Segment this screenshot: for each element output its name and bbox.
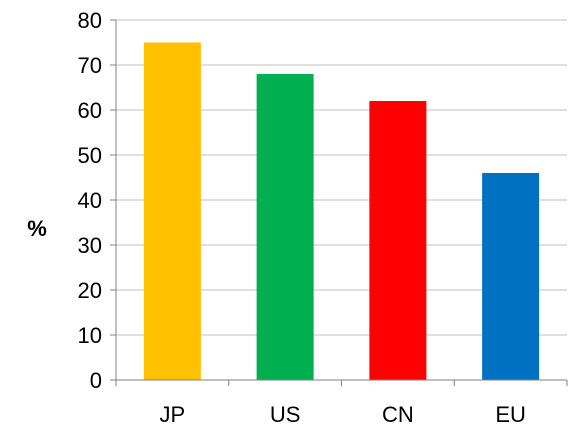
bar-cn <box>369 101 427 380</box>
bar-jp <box>143 42 201 380</box>
y-tick-label: 40 <box>78 188 102 213</box>
x-tick-label: CN <box>382 402 414 427</box>
x-tick-label: US <box>270 402 301 427</box>
y-tick-label: 0 <box>90 368 102 393</box>
x-tick-label: EU <box>495 402 526 427</box>
y-tick-label: 20 <box>78 278 102 303</box>
y-tick-label: 80 <box>78 8 102 33</box>
y-tick-labels: 0 10 20 30 40 50 60 70 80 <box>78 8 102 393</box>
x-tick-labels: JP US CN EU <box>160 402 526 427</box>
y-tick-label: 60 <box>78 98 102 123</box>
y-tick-label: 50 <box>78 143 102 168</box>
y-tick-label: 30 <box>78 233 102 258</box>
y-axis-title: % <box>27 216 47 241</box>
bars <box>143 42 540 380</box>
x-tick-label: JP <box>160 402 186 427</box>
y-tick-label: 10 <box>78 323 102 348</box>
y-tick-label: 70 <box>78 53 102 78</box>
bar-eu <box>482 173 540 380</box>
axes <box>110 19 568 386</box>
bar-us <box>256 74 314 380</box>
